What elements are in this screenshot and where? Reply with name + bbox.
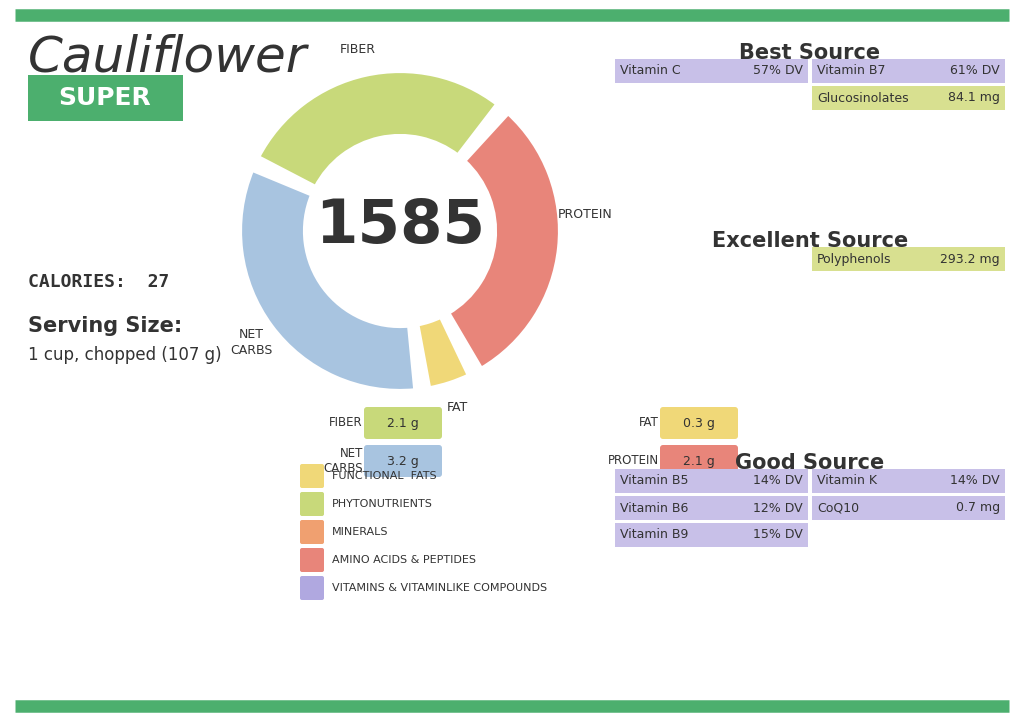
Text: VITAMINS & VITAMINLIKE COMPOUNDS: VITAMINS & VITAMINLIKE COMPOUNDS <box>332 583 547 593</box>
Text: SUPER: SUPER <box>58 86 152 110</box>
Text: MINERALS: MINERALS <box>332 527 388 537</box>
FancyBboxPatch shape <box>300 520 324 544</box>
Text: 14% DV: 14% DV <box>950 474 1000 487</box>
Text: 2.1 g: 2.1 g <box>387 417 419 430</box>
Text: Cauliflower: Cauliflower <box>28 33 307 81</box>
FancyBboxPatch shape <box>300 464 324 488</box>
Text: NET
CARBS: NET CARBS <box>324 447 362 475</box>
FancyBboxPatch shape <box>615 496 808 520</box>
Text: FAT: FAT <box>639 417 659 430</box>
Wedge shape <box>418 317 469 389</box>
Text: FIBER: FIBER <box>340 43 376 56</box>
Text: Vitamin B6: Vitamin B6 <box>620 502 688 515</box>
Text: Good Source: Good Source <box>735 453 885 473</box>
Text: FAT: FAT <box>446 402 468 415</box>
Text: Vitamin B9: Vitamin B9 <box>620 528 688 541</box>
Text: Vitamin C: Vitamin C <box>620 64 681 77</box>
FancyBboxPatch shape <box>300 492 324 516</box>
Text: 0.7 mg: 0.7 mg <box>955 502 1000 515</box>
Wedge shape <box>449 113 560 369</box>
Text: 14% DV: 14% DV <box>754 474 803 487</box>
Wedge shape <box>258 71 498 187</box>
FancyBboxPatch shape <box>364 407 442 439</box>
Text: CoQ10: CoQ10 <box>817 502 859 515</box>
Text: PHYTONUTRIENTS: PHYTONUTRIENTS <box>332 499 433 509</box>
Text: PROTEIN: PROTEIN <box>608 454 659 467</box>
FancyBboxPatch shape <box>812 86 1005 110</box>
FancyBboxPatch shape <box>812 496 1005 520</box>
Text: 0.3 g: 0.3 g <box>683 417 715 430</box>
FancyBboxPatch shape <box>28 75 183 121</box>
Text: 2.1 g: 2.1 g <box>683 454 715 467</box>
FancyBboxPatch shape <box>615 469 808 493</box>
Text: Vitamin K: Vitamin K <box>817 474 877 487</box>
Wedge shape <box>240 169 416 391</box>
Text: 61% DV: 61% DV <box>950 64 1000 77</box>
Text: AMINO ACIDS & PEPTIDES: AMINO ACIDS & PEPTIDES <box>332 555 476 565</box>
FancyBboxPatch shape <box>812 59 1005 83</box>
Text: 1 cup, chopped (107 g): 1 cup, chopped (107 g) <box>28 346 221 364</box>
Text: 15% DV: 15% DV <box>754 528 803 541</box>
FancyBboxPatch shape <box>300 576 324 600</box>
Text: 3.2 g: 3.2 g <box>387 454 419 467</box>
Text: Polyphenols: Polyphenols <box>817 252 892 265</box>
Text: FIBER: FIBER <box>330 417 362 430</box>
Text: 84.1 mg: 84.1 mg <box>948 92 1000 105</box>
Text: NET
CARBS: NET CARBS <box>230 329 272 358</box>
Text: 293.2 mg: 293.2 mg <box>940 252 1000 265</box>
Text: CALORIES:  27: CALORIES: 27 <box>28 273 169 291</box>
FancyBboxPatch shape <box>660 407 738 439</box>
FancyBboxPatch shape <box>364 445 442 477</box>
Text: Serving Size:: Serving Size: <box>28 316 182 336</box>
FancyBboxPatch shape <box>615 523 808 547</box>
Text: Vitamin B7: Vitamin B7 <box>817 64 886 77</box>
FancyBboxPatch shape <box>812 247 1005 271</box>
Text: FUNCTIONAL  FATS: FUNCTIONAL FATS <box>332 471 436 481</box>
Text: 1585: 1585 <box>315 197 485 255</box>
FancyBboxPatch shape <box>615 59 808 83</box>
FancyBboxPatch shape <box>300 548 324 572</box>
Text: Glucosinolates: Glucosinolates <box>817 92 908 105</box>
FancyBboxPatch shape <box>660 445 738 477</box>
Text: Best Source: Best Source <box>739 43 881 63</box>
Text: 57% DV: 57% DV <box>753 64 803 77</box>
Text: 12% DV: 12% DV <box>754 502 803 515</box>
FancyBboxPatch shape <box>812 469 1005 493</box>
Text: Excellent Source: Excellent Source <box>712 231 908 251</box>
Text: Vitamin B5: Vitamin B5 <box>620 474 688 487</box>
Text: PROTEIN: PROTEIN <box>558 208 612 221</box>
